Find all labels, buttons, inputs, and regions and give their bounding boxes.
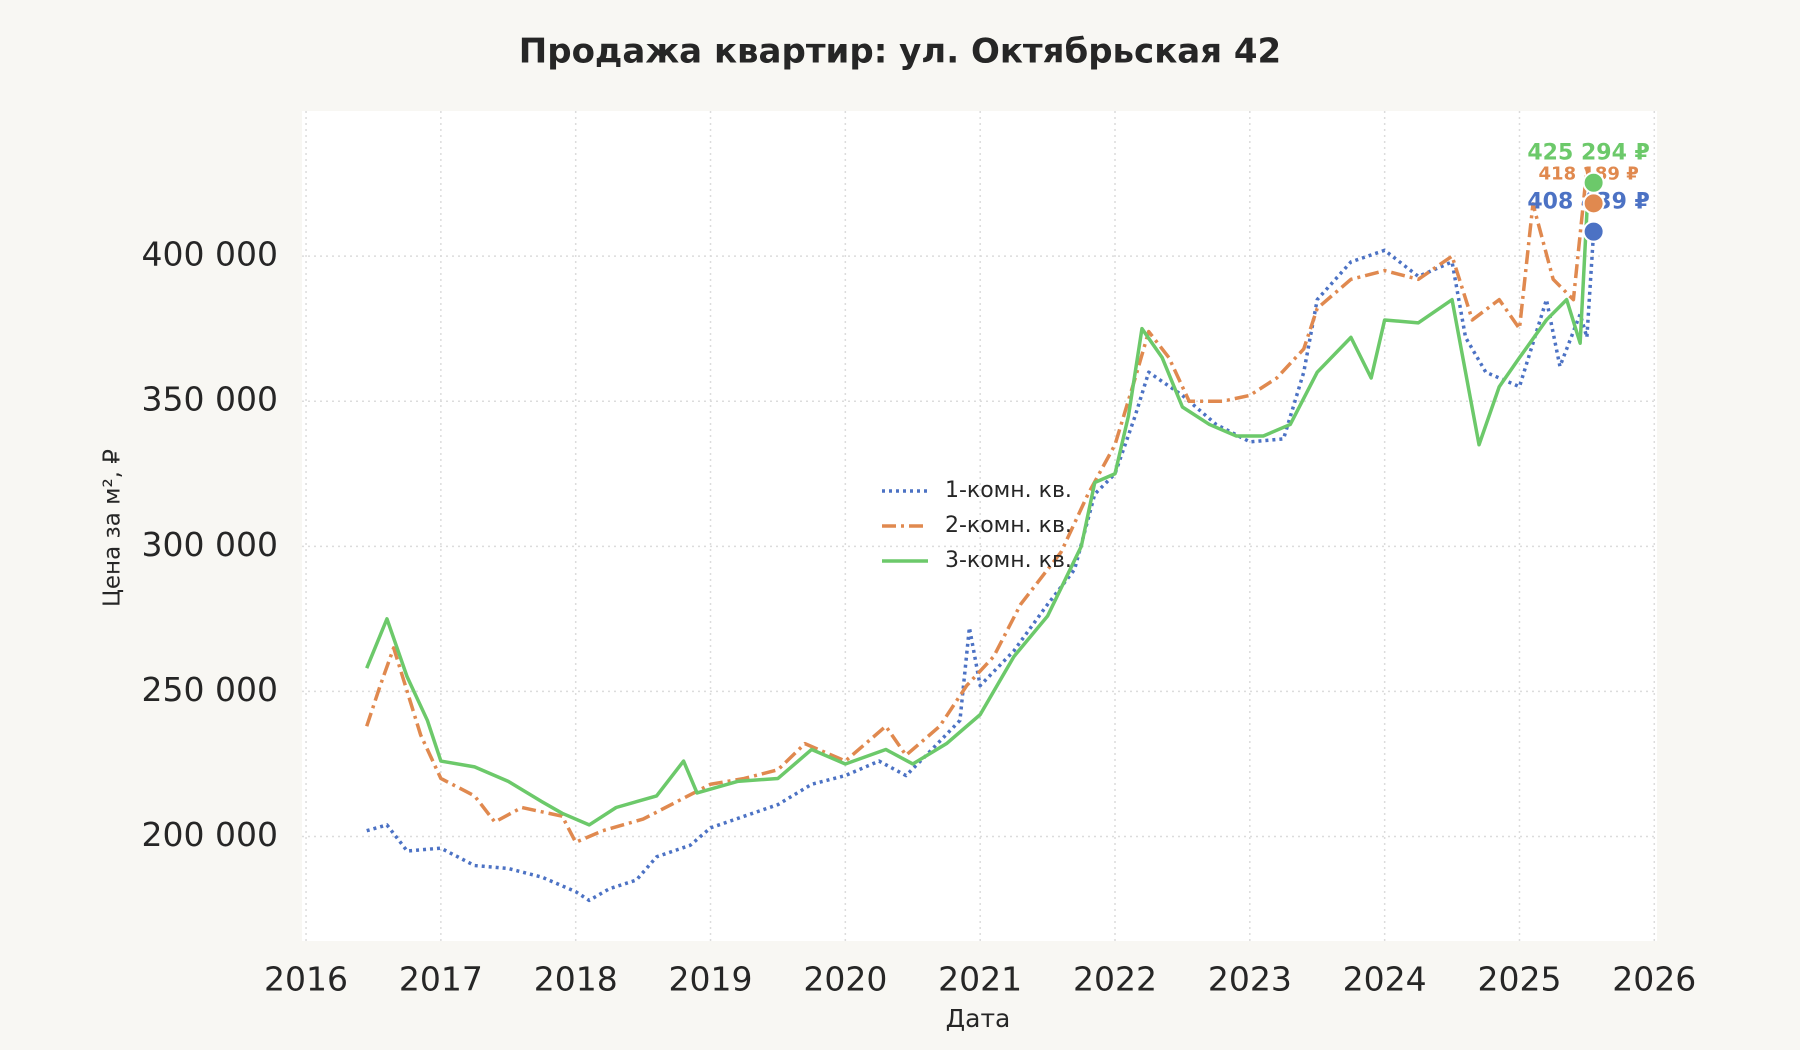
x-tick-label: 2018 (534, 960, 618, 999)
x-tick-label: 2022 (1073, 960, 1157, 999)
legend: 1-комн. кв. 2-комн. кв. 3-комн. кв. (882, 478, 1072, 573)
x-tick-label: 2019 (669, 960, 753, 999)
x-tick-label: 2021 (938, 960, 1022, 999)
x-axis-label: Дата (946, 1004, 1011, 1033)
end-label: 425 294 ₽ (1527, 141, 1649, 166)
x-tick-label: 2020 (803, 960, 887, 999)
x-tick-label: 2016 (264, 960, 348, 999)
y-axis-label: Цена за м², ₽ (100, 449, 126, 607)
y-tick-label: 400 000 (142, 235, 278, 274)
legend-label: 3-комн. кв. (945, 548, 1072, 573)
end-marker (1582, 171, 1605, 194)
series-line (366, 231, 1596, 903)
chart-title: Продажа квартир: ул. Октябрьская 42 (519, 32, 1281, 72)
x-tick-label: 2023 (1208, 960, 1292, 999)
y-tick-label: 350 000 (142, 380, 278, 419)
end-marker (1582, 220, 1605, 243)
x-tick-label: 2025 (1477, 960, 1561, 999)
lines (365, 167, 1596, 903)
x-tick-label: 2024 (1343, 960, 1427, 999)
grid (302, 111, 1657, 941)
legend-label: 1-комн. кв. (945, 478, 1072, 503)
series-line (365, 182, 1596, 827)
y-tick-label: 200 000 (142, 815, 278, 854)
series-line (365, 167, 1596, 845)
x-tick-label: 2017 (399, 960, 483, 999)
y-tick-label: 300 000 (142, 525, 278, 564)
legend-label: 2-комн. кв. (945, 513, 1072, 538)
x-tick-label: 2026 (1612, 960, 1696, 999)
y-tick-label: 250 000 (142, 670, 278, 709)
end-marker (1582, 192, 1605, 215)
